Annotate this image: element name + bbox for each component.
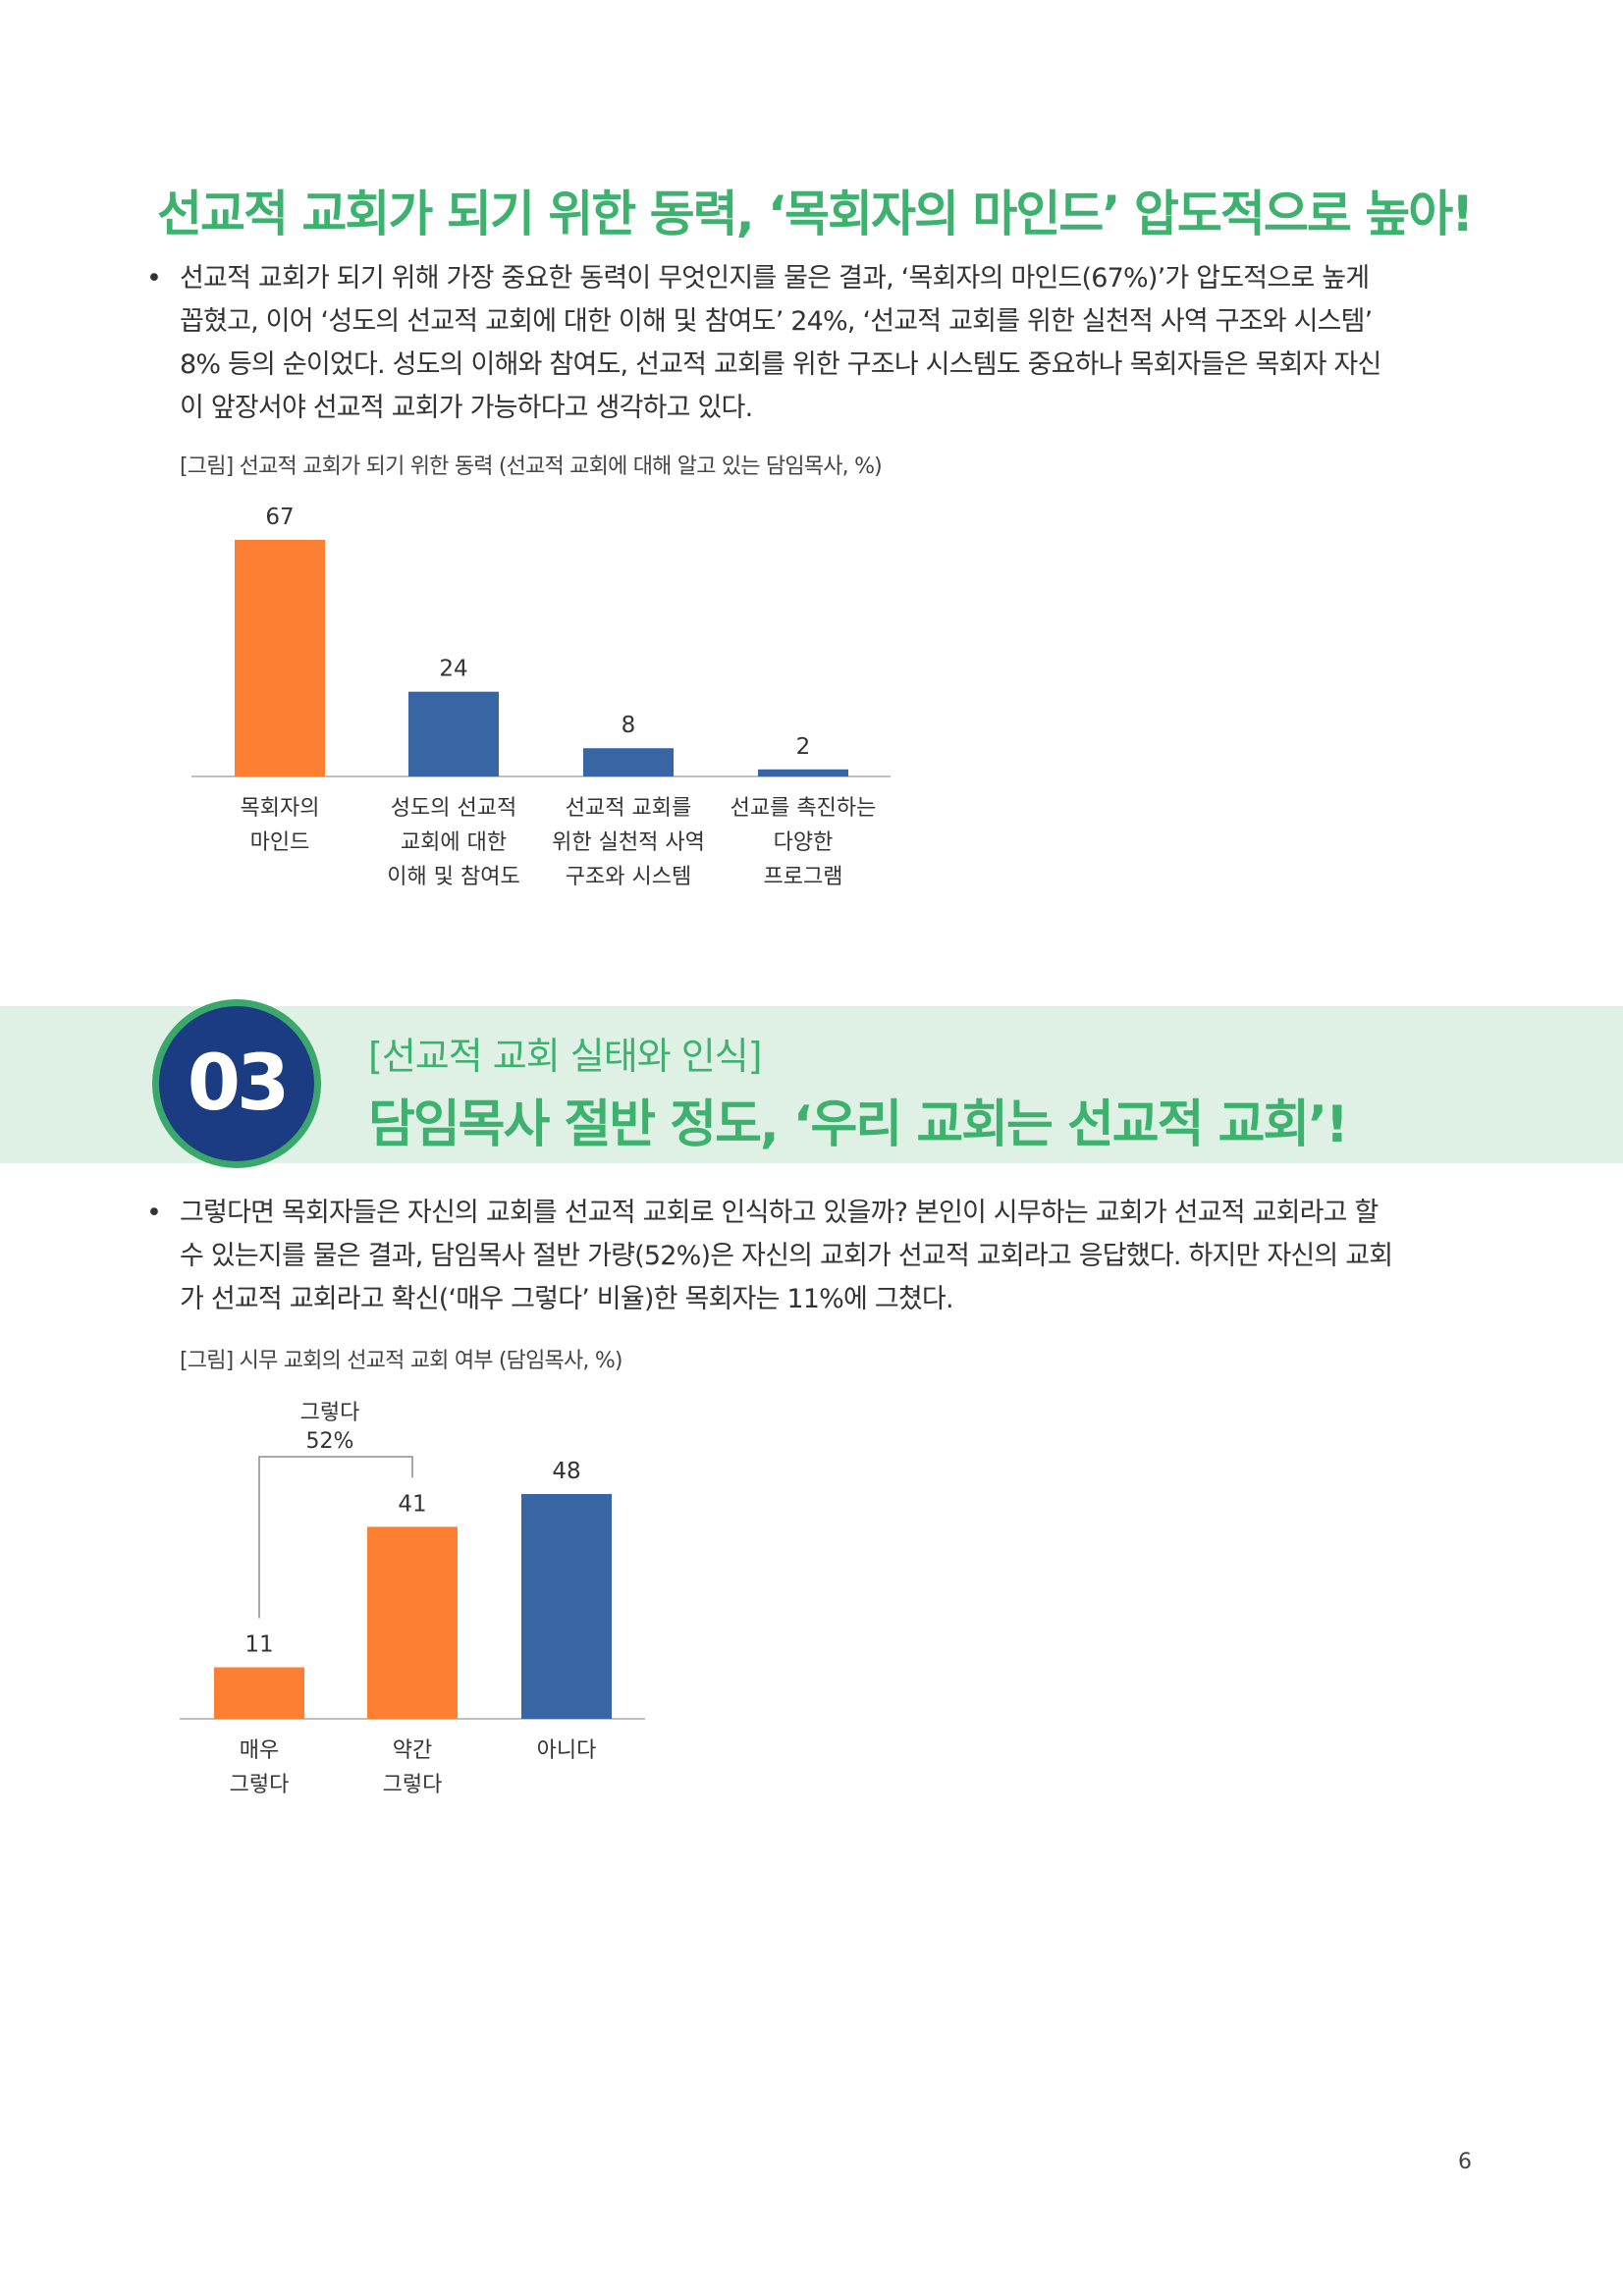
category-label: 위한 실천적 사역	[552, 830, 705, 855]
paragraph-line: 8% 등의 순이었다. 성도의 이해와 참여도, 선교적 교회를 위한 구조나 …	[180, 349, 1381, 380]
bar	[521, 1494, 612, 1719]
data-label: 24	[439, 657, 467, 682]
category-label: 구조와 시스템	[566, 865, 691, 889]
bullet-marker: •	[146, 263, 162, 294]
paragraph-line: 그렇다면 목회자들은 자신의 교회를 선교적 교회로 인식하고 있을까? 본인이…	[180, 1198, 1379, 1228]
category-label: 약간	[393, 1738, 432, 1763]
annotation-label: 그렇다	[300, 1401, 360, 1425]
figure-caption: [그림] 시무 교회의 선교적 교회 여부 (담임목사, %)	[180, 1349, 623, 1373]
category-label: 그렇다	[230, 1773, 290, 1797]
bar	[758, 769, 848, 776]
paragraph-line: 선교적 교회가 되기 위해 가장 중요한 동력이 무엇인지를 물은 결과, ‘목…	[180, 263, 1370, 294]
body-paragraph: • 선교적 교회가 되기 위해 가장 중요한 동력이 무엇인지를 물은 결과, …	[146, 257, 1381, 430]
category-label: 교회에 대한	[401, 830, 507, 855]
section-title: 담임목사 절반 정도, ‘우리 교회는 선교적 교회’!	[368, 1095, 1349, 1154]
category-label: 마인드	[250, 830, 310, 855]
data-label: 41	[398, 1491, 426, 1517]
category-label: 이해 및 참여도	[387, 865, 519, 889]
category-label: 그렇다	[383, 1773, 443, 1797]
bar	[235, 540, 325, 776]
section-number-badge: 03	[152, 999, 321, 1168]
data-label: 2	[796, 734, 811, 760]
category-label: 선교적 교회를	[566, 796, 691, 821]
category-label: 목회자의	[241, 796, 320, 821]
body-paragraph: • 그렇다면 목회자들은 자신의 교회를 선교적 교회로 인식하고 있을까? 본…	[146, 1192, 1393, 1321]
category-label: 아니다	[537, 1738, 597, 1763]
section-subtitle: [선교적 교회 실태와 인식]	[368, 1035, 762, 1078]
bar	[214, 1667, 304, 1719]
category-label: 선교를 촉진하는	[730, 796, 877, 821]
paragraph-line: 이 앞장서야 선교적 교회가 가능하다고 생각하고 있다.	[180, 393, 753, 423]
category-label: 프로그램	[764, 865, 843, 889]
page-number: 6	[1458, 2150, 1472, 2174]
annotation-value: 52%	[306, 1429, 354, 1454]
data-label: 48	[552, 1459, 580, 1484]
category-label: 성도의 선교적	[391, 796, 516, 821]
section-heading: 선교적 교회가 되기 위한 동력, ‘목회자의 마인드’ 압도적으로 높아!	[157, 186, 1474, 242]
bullet-marker: •	[146, 1198, 162, 1228]
data-label: 67	[265, 505, 294, 530]
category-label: 다양한	[774, 830, 834, 855]
bar	[408, 691, 499, 776]
data-label: 11	[244, 1632, 273, 1658]
annotation-bracket	[258, 1456, 413, 1619]
paragraph-line: 가 선교적 교회라고 확신(‘매우 그렇다’ 비율)한 목회자는 11%에 그쳤…	[180, 1284, 954, 1314]
data-label: 8	[622, 713, 636, 738]
category-label: 매우	[240, 1738, 279, 1763]
figure-caption: [그림] 선교적 교회가 되기 위한 동력 (선교적 교회에 대해 알고 있는 …	[180, 454, 883, 479]
paragraph-line: 꼽혔고, 이어 ‘성도의 선교적 교회에 대한 이해 및 참여도’ 24%, ‘…	[180, 306, 1373, 337]
paragraph-line: 수 있는지를 물은 결과, 담임목사 절반 가량(52%)은 자신의 교회가 선…	[180, 1241, 1393, 1271]
bar	[367, 1526, 458, 1719]
bar	[583, 748, 674, 776]
